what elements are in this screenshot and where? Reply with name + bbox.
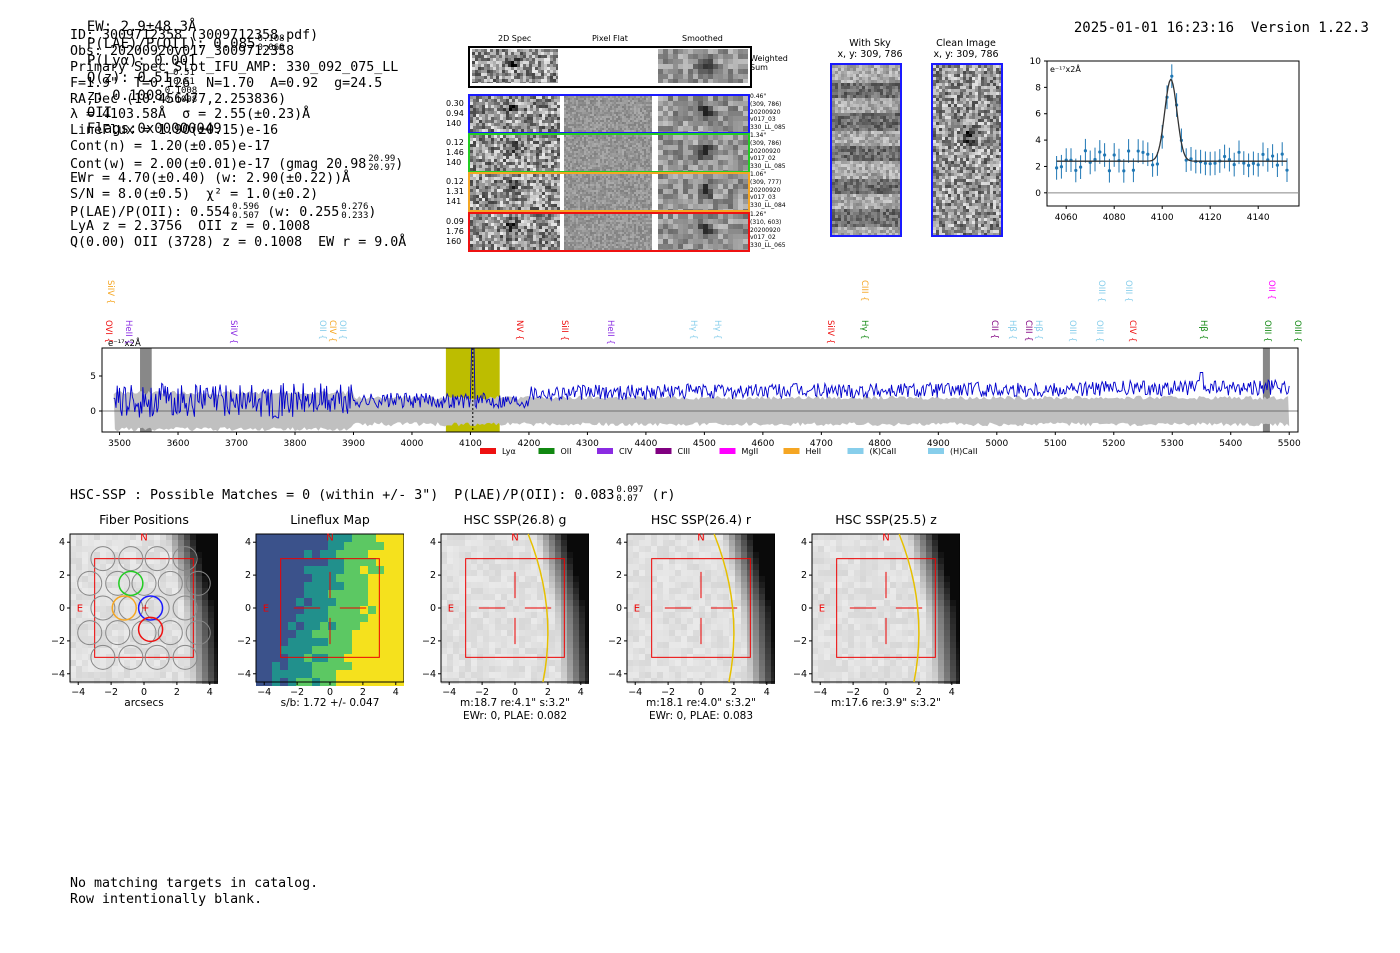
footer-line-1: No matching targets in catalog. <box>70 876 319 891</box>
cutout-meta: 1.26" (310, 603) 20200920 v017_02 330_LL_065 <box>750 211 786 250</box>
hsc-panel-caption: m:17.6 re:3.9" s:3.2" <box>831 697 941 709</box>
hsc-panel-title: Lineflux Map <box>290 512 370 527</box>
header-z: z: 0.1008 <box>86 88 163 104</box>
header-flags: Flags:0x00000049 <box>86 121 222 137</box>
info-contw: Cont(w) = 2.00(±0.01)e-17 (gmag 20.98 20.… <box>70 154 404 174</box>
weighted-sum-strip <box>468 46 752 88</box>
header-qz: Q(z): 0.51 <box>86 70 172 86</box>
weighted-2d <box>472 49 559 85</box>
info-q: Q(0.00) OII (3728) z = 0.1008 EW r = 9.0… <box>70 234 407 250</box>
info-plae: P(LAE)/P(OII): 0.554 0.596 0.507 (w: 0.255… <box>70 201 377 221</box>
cutout-weight: 0.30 0.94 140 <box>446 99 464 128</box>
col-smoothed: Smoothed <box>682 34 723 43</box>
hsc-summary: HSC-SSP : Possible Matches = 0 (within +… <box>70 485 676 504</box>
hsc-panel-caption: arcsecs <box>124 697 164 709</box>
header-plya: P(Lyα): 0.001 <box>86 53 197 69</box>
cutout-weight: 0.12 1.46 140 <box>446 138 464 167</box>
cutout-meta: 1.06" (309, 777) 20200920 v017_03 330_LL_084 <box>750 171 786 210</box>
header-z-line: OII <box>86 105 113 121</box>
footer-note: No matching targets in catalog. Row inte… <box>70 876 318 907</box>
hsc-panel-caption: m:18.1 re:4.0" s:3.2" EWr: 0, PLAE: 0.083 <box>646 697 756 722</box>
info-id: ID: 3009712358 (3009712358.pdf) <box>70 28 319 43</box>
info-lya: LyA z = 2.3756 OII z = 0.1008 <box>70 218 311 234</box>
info-lambda: λ = 4103.58Å σ = 2.55(±0.23)Å <box>70 107 311 123</box>
cutout-row <box>468 172 750 214</box>
col-pixel-flat: Pixel Flat <box>592 34 628 43</box>
with-sky-image <box>830 63 902 237</box>
col-2d-spec: 2D Spec <box>498 34 532 43</box>
info-sn: S/N = 8.0(±0.5) χ² = 1.0(±0.2) <box>70 186 319 202</box>
cutout-row <box>468 212 750 254</box>
hsc-panel-title: HSC SSP(26.8) g <box>463 512 567 527</box>
info-fiber: F=1.9" T=0.126 N=1.70 A=0.92 g=24.5 <box>70 75 383 91</box>
cutout-row <box>468 94 750 136</box>
cutout-meta: 1.34" (309, 786) 20200920 v017_02 330_LL_085 <box>750 132 786 171</box>
hsc-panel-caption: s/b: 1.72 +/- 0.047 <box>280 697 380 709</box>
header-ew: EW: 2.9±48.3Å <box>86 19 197 35</box>
version: Version 1.22.3 <box>1250 20 1369 36</box>
hsc-panel-caption: m:18.7 re:4.1" s:3.2" EWr: 0, PLAE: 0.082 <box>460 697 570 722</box>
cutout-panel: 2D Spec Pixel Flat Smoothed Weighted Sum … <box>440 32 810 257</box>
weighted-smooth <box>658 49 748 84</box>
info-lineflux: LineFlux = 1.90(±0.15)e-16 <box>70 123 279 139</box>
hsc-panel-title: HSC SSP(25.5) z <box>835 512 937 527</box>
cutout-weight: 0.12 1.31 141 <box>446 177 464 206</box>
header-plae: P(LAE)/P(OII): 0.085 <box>86 36 256 52</box>
clean-image-title: Clean Image x, y: 309, 786 <box>933 38 999 60</box>
header-right: 2025-01-01 16:23:16 Version 1.22.3 <box>1057 4 1369 36</box>
detection-info: ID: 3009712358 (3009712358.pdf) Obs: 202… <box>70 28 406 250</box>
timestamp: 2025-01-01 16:23:16 <box>1073 20 1235 36</box>
info-obs: Obs: 20200920v017_3009712358 <box>70 43 295 59</box>
with-sky-title: With Sky x, y: 309, 786 <box>837 38 903 60</box>
cutout-meta: 0.46" (309, 786) 20200920 v017_03 330_LL_085 <box>750 93 786 132</box>
info-contn: Cont(n) = 1.20(±0.05)e-17 <box>70 139 271 155</box>
cutout-row <box>468 133 750 175</box>
footer-line-2: Row intentionally blank. <box>70 891 263 907</box>
hsc-panel-title: HSC SSP(26.4) r <box>650 512 752 527</box>
clean-image <box>931 63 1003 237</box>
weighted-label: Weighted Sum <box>750 54 788 72</box>
cutout-weight: 0.09 1.76 160 <box>446 217 464 246</box>
hsc-panel-title: Fiber Positions <box>99 512 189 527</box>
header-bar: EW: 2.9±48.3Å P(LAE)/P(OII): 0.085 0.108 0… <box>86 19 285 137</box>
info-slot: Primary Spec_Slot_IFU_AMP: 330_092_075_L… <box>70 59 399 75</box>
info-radec: RA,Dec (10.456477,2.253836) <box>70 91 287 107</box>
info-ewr: EWr = 4.70(±0.40) (w: 2.90(±0.22))Å <box>70 171 351 187</box>
